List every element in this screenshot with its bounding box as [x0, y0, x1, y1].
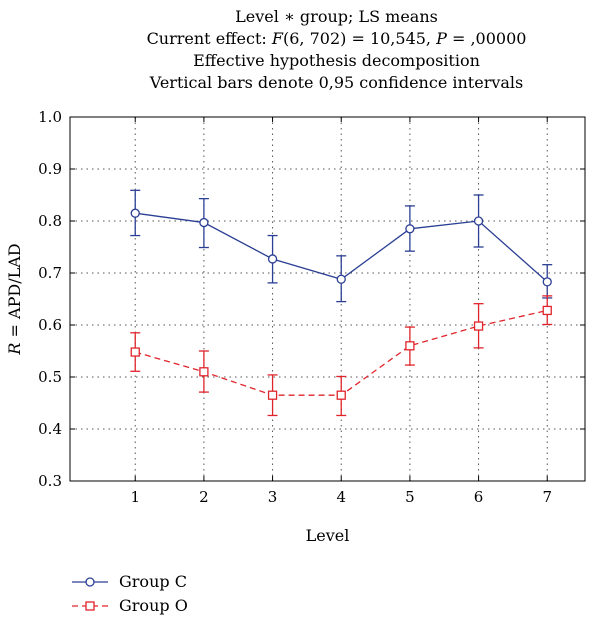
legend-item: Group O: [72, 596, 188, 615]
plot-frame: [69, 116, 586, 482]
legend-marker: [85, 577, 95, 587]
data-point: [199, 367, 209, 377]
x-tick-label: 4: [336, 488, 346, 506]
y-axis-label-symbol: R: [5, 343, 24, 356]
data-point: [473, 216, 484, 226]
y-tick-label: 0.6: [38, 316, 62, 334]
data-point: [199, 217, 209, 228]
data-point: [267, 390, 278, 400]
title-line-1: Level ∗ group; LS means: [235, 7, 438, 26]
data-point: [336, 274, 346, 284]
series-group-o: [130, 295, 553, 417]
data-point: [267, 254, 278, 264]
x-tick-label: 2: [199, 488, 209, 506]
data-point: [542, 277, 552, 287]
data-point: [336, 390, 346, 400]
x-tick-label: 3: [268, 488, 278, 506]
data-point: [130, 208, 140, 218]
title-line-2: Current effect: F(6, 702) = 10,545, P = …: [146, 29, 527, 48]
legend-label: Group O: [119, 596, 188, 615]
legend-label: Group C: [119, 572, 187, 591]
x-axis-label: Level: [306, 526, 350, 545]
data-point: [405, 224, 415, 234]
y-axis-label-text: = APD/LAD: [5, 243, 24, 342]
title-line-4: Vertical bars denote 0,95 confidence int…: [149, 73, 524, 92]
y-tick-label: 0.7: [38, 264, 62, 282]
chart-title: Level ∗ group; LS means Current effect: …: [70, 6, 603, 94]
y-tick-label: 0.9: [38, 160, 62, 178]
y-axis-label: R = APD/LAD: [5, 243, 24, 355]
grid-lines: [70, 117, 585, 481]
series-group-c: [130, 189, 553, 303]
x-tick-label: 5: [405, 488, 415, 506]
data-point: [542, 305, 552, 316]
title-line-3: Effective hypothesis decomposition: [193, 51, 480, 70]
x-tick-label: 7: [542, 488, 552, 506]
y-tick-label: 0.3: [38, 472, 62, 490]
data-point: [130, 347, 140, 357]
data-point: [473, 321, 484, 331]
legend-item: Group C: [72, 572, 187, 591]
y-tick-label: 0.8: [38, 212, 62, 230]
x-tick-label: 1: [130, 488, 140, 506]
legend: Group C Group O: [72, 572, 188, 615]
legend-marker: [85, 601, 95, 611]
data-point: [405, 341, 415, 351]
y-tick-label: 0.4: [38, 420, 62, 438]
x-tick-label: 6: [474, 488, 484, 506]
y-tick-label: 0.5: [38, 368, 62, 386]
y-tick-label: 1.0: [38, 108, 62, 126]
